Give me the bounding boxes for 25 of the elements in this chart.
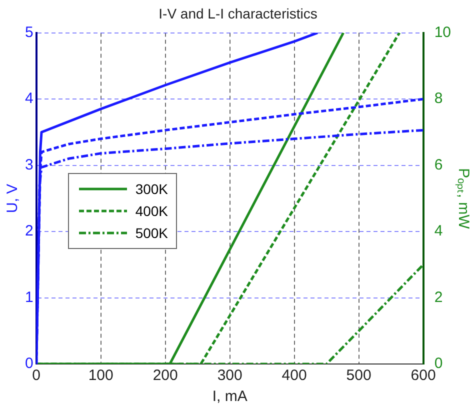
x-tick-label: 600: [410, 367, 436, 384]
x-axis-title: I, mA: [212, 388, 248, 406]
y2-axis-title: Pₒₚₜ, mW: [454, 168, 472, 230]
y2-tick-label: 4: [434, 222, 443, 240]
x-tick-label: 300: [217, 367, 242, 384]
x-tick-label: 200: [152, 367, 178, 384]
y2-tick-label: 0: [434, 355, 443, 372]
legend-label: 400K: [135, 203, 168, 220]
y-tick-label: 0: [25, 355, 34, 372]
y2-tick-label: 2: [434, 288, 443, 306]
legend-label: 300K: [135, 181, 168, 198]
y2-tick-label: 6: [434, 156, 443, 174]
y-tick-label: 5: [25, 24, 34, 41]
y2-tick-label: 10: [434, 24, 452, 41]
y-tick-label: 4: [25, 90, 34, 108]
x-tick-label: 400: [282, 367, 307, 384]
y-axis-title: U, V: [4, 184, 22, 213]
y-tick-label: 3: [25, 156, 34, 174]
legend-label: 500K: [135, 225, 168, 242]
x-tick-label: 100: [88, 367, 114, 384]
y-tick-label: 2: [25, 222, 34, 240]
y2-tick-label: 8: [434, 90, 443, 108]
y-tick-label: 1: [25, 288, 34, 306]
x-tick-label: 500: [346, 367, 372, 384]
chart-title: I-V and L-I characteristics: [158, 5, 318, 22]
